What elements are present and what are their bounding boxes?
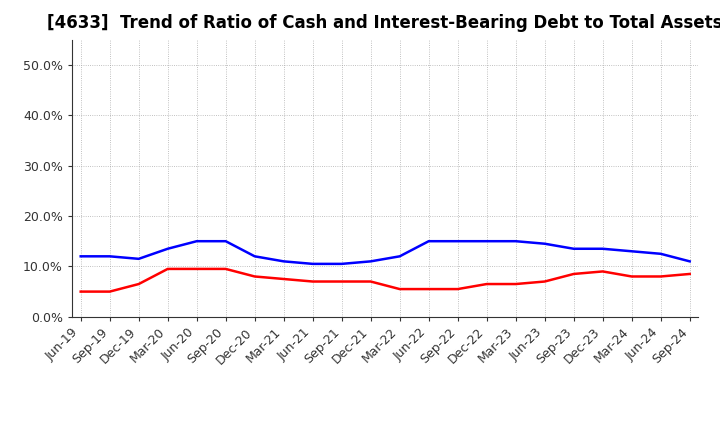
Cash <box>454 286 462 292</box>
Interest-Bearing Debt <box>76 254 85 259</box>
Cash <box>395 286 404 292</box>
Cash <box>598 269 607 274</box>
Cash <box>685 271 694 277</box>
Cash <box>366 279 375 284</box>
Cash <box>251 274 259 279</box>
Cash <box>135 282 143 287</box>
Interest-Bearing Debt <box>685 259 694 264</box>
Interest-Bearing Debt <box>163 246 172 251</box>
Cash <box>192 266 201 271</box>
Interest-Bearing Debt <box>424 238 433 244</box>
Interest-Bearing Debt <box>454 238 462 244</box>
Interest-Bearing Debt <box>482 238 491 244</box>
Cash <box>424 286 433 292</box>
Interest-Bearing Debt <box>135 256 143 261</box>
Cash <box>482 282 491 287</box>
Title: [4633]  Trend of Ratio of Cash and Interest-Bearing Debt to Total Assets: [4633] Trend of Ratio of Cash and Intere… <box>48 15 720 33</box>
Interest-Bearing Debt <box>570 246 578 251</box>
Interest-Bearing Debt <box>279 259 288 264</box>
Interest-Bearing Debt <box>366 259 375 264</box>
Cash <box>657 274 665 279</box>
Interest-Bearing Debt <box>541 241 549 246</box>
Line: Cash: Cash <box>81 269 690 292</box>
Interest-Bearing Debt <box>338 261 346 267</box>
Interest-Bearing Debt <box>598 246 607 251</box>
Interest-Bearing Debt <box>627 249 636 254</box>
Cash <box>105 289 114 294</box>
Interest-Bearing Debt <box>657 251 665 257</box>
Cash <box>511 282 520 287</box>
Interest-Bearing Debt <box>105 254 114 259</box>
Interest-Bearing Debt <box>308 261 317 267</box>
Interest-Bearing Debt <box>511 238 520 244</box>
Cash <box>570 271 578 277</box>
Line: Interest-Bearing Debt: Interest-Bearing Debt <box>81 241 690 264</box>
Cash <box>308 279 317 284</box>
Interest-Bearing Debt <box>192 238 201 244</box>
Interest-Bearing Debt <box>251 254 259 259</box>
Interest-Bearing Debt <box>395 254 404 259</box>
Interest-Bearing Debt <box>221 238 230 244</box>
Cash <box>221 266 230 271</box>
Cash <box>279 276 288 282</box>
Cash <box>627 274 636 279</box>
Cash <box>163 266 172 271</box>
Cash <box>541 279 549 284</box>
Cash <box>76 289 85 294</box>
Cash <box>338 279 346 284</box>
